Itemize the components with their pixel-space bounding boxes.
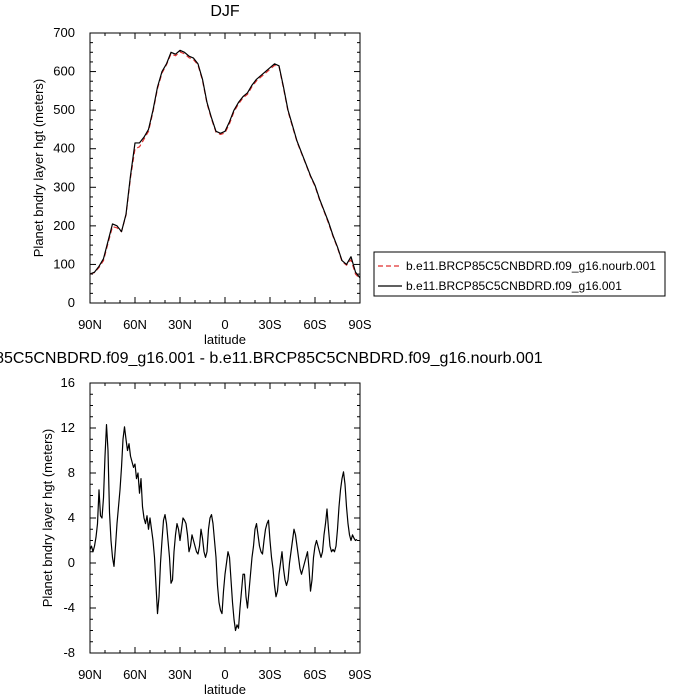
chart-top-ytick-label: 0 xyxy=(68,295,75,310)
chart-top-ytick-label: 200 xyxy=(53,218,75,233)
legend-box xyxy=(373,251,666,297)
chart-bottom-xtick-label: 30S xyxy=(258,667,281,682)
chart-top-ytick-label: 600 xyxy=(53,64,75,79)
legend-label-nourb: b.e11.BRCP85C5CNBDRD.f09_g16.nourb.001 xyxy=(406,259,656,273)
chart-bottom-ytick-label: 4 xyxy=(68,510,75,525)
chart-top-ytick-label: 400 xyxy=(53,141,75,156)
chart-top-series xyxy=(89,49,361,280)
chart-top-xtick-label: 90N xyxy=(78,317,102,332)
chart-bottom-x-ticks: 90N 60N 30N 0 30S 60S 90S xyxy=(78,383,372,682)
chart-top-plot-frame xyxy=(89,32,361,304)
chart-bottom-xtick-label: 60N xyxy=(123,667,147,682)
chart-bottom-xtick-label: 90S xyxy=(348,667,371,682)
chart-bottom-plot-frame xyxy=(89,382,361,654)
chart-top-title: DJF xyxy=(210,3,240,20)
legend-label-control: b.e11.BRCP85C5CNBDRD.f09_g16.001 xyxy=(406,279,622,293)
chart-top-series-line xyxy=(89,49,361,279)
chart-top-ytick-label: 100 xyxy=(53,256,75,271)
chart-bottom-ytick-label: 16 xyxy=(61,375,75,390)
chart-top-y-ticks: 0 100 200 300 400 500 600 700 xyxy=(53,25,360,310)
chart-top-xtick-label: 30S xyxy=(258,317,281,332)
legend: b.e11.BRCP85C5CNBDRD.f09_g16.nourb.001 b… xyxy=(373,251,666,297)
chart-bottom-ytick-label: -4 xyxy=(63,600,75,615)
chart-bottom-ylabel: Planet bndry layer hgt (meters) xyxy=(40,429,55,607)
chart-bottom-series-line xyxy=(89,424,358,632)
chart-top-ytick-label: 700 xyxy=(53,25,75,40)
chart-bottom-series xyxy=(89,424,358,632)
chart-bottom-xtick-label: 60S xyxy=(303,667,326,682)
chart-top-xtick-label: 60N xyxy=(123,317,147,332)
chart-bottom-xtick-label: 30N xyxy=(168,667,192,682)
chart-top-xtick-label: 0 xyxy=(221,317,228,332)
chart-bottom-ytick-label: 8 xyxy=(68,465,75,480)
chart-bottom-ytick-label: -8 xyxy=(63,645,75,660)
chart-top-ytick-label: 500 xyxy=(53,102,75,117)
chart-bottom-y-ticks: -8 -4 0 4 8 12 16 xyxy=(61,375,360,660)
chart-top-xtick-label: 60S xyxy=(303,317,326,332)
chart-bottom-xlabel: latitude xyxy=(204,682,246,697)
chart-top-xtick-label: 30N xyxy=(168,317,192,332)
chart-bottom-ytick-label: 0 xyxy=(68,555,75,570)
chart-top-x-ticks: 90N 60N 30N 0 30S 60S 90S xyxy=(78,33,372,332)
chart-top-ytick-label: 300 xyxy=(53,179,75,194)
chart-bottom-xtick-label: 90N xyxy=(78,667,102,682)
chart-bottom-title: b.e11.BRCP85C5CNBDRD.f09_g16.001 - b.e11… xyxy=(0,350,543,367)
chart-bottom-xtick-label: 0 xyxy=(221,667,228,682)
chart-bottom-ytick-label: 12 xyxy=(61,420,75,435)
chart-top-xlabel: latitude xyxy=(204,332,246,347)
chart-top-ylabel: Planet bndry layer hgt (meters) xyxy=(31,79,46,257)
chart-top-xtick-label: 90S xyxy=(348,317,371,332)
chart-bottom: b.e11.BRCP85C5CNBDRD.f09_g16.001 - b.e11… xyxy=(0,350,543,697)
chart-top-series-line xyxy=(89,51,361,280)
chart-top: DJF 0 100 200 300 400 500 600 700 90N 60N 30N 0 30S… xyxy=(31,3,666,347)
